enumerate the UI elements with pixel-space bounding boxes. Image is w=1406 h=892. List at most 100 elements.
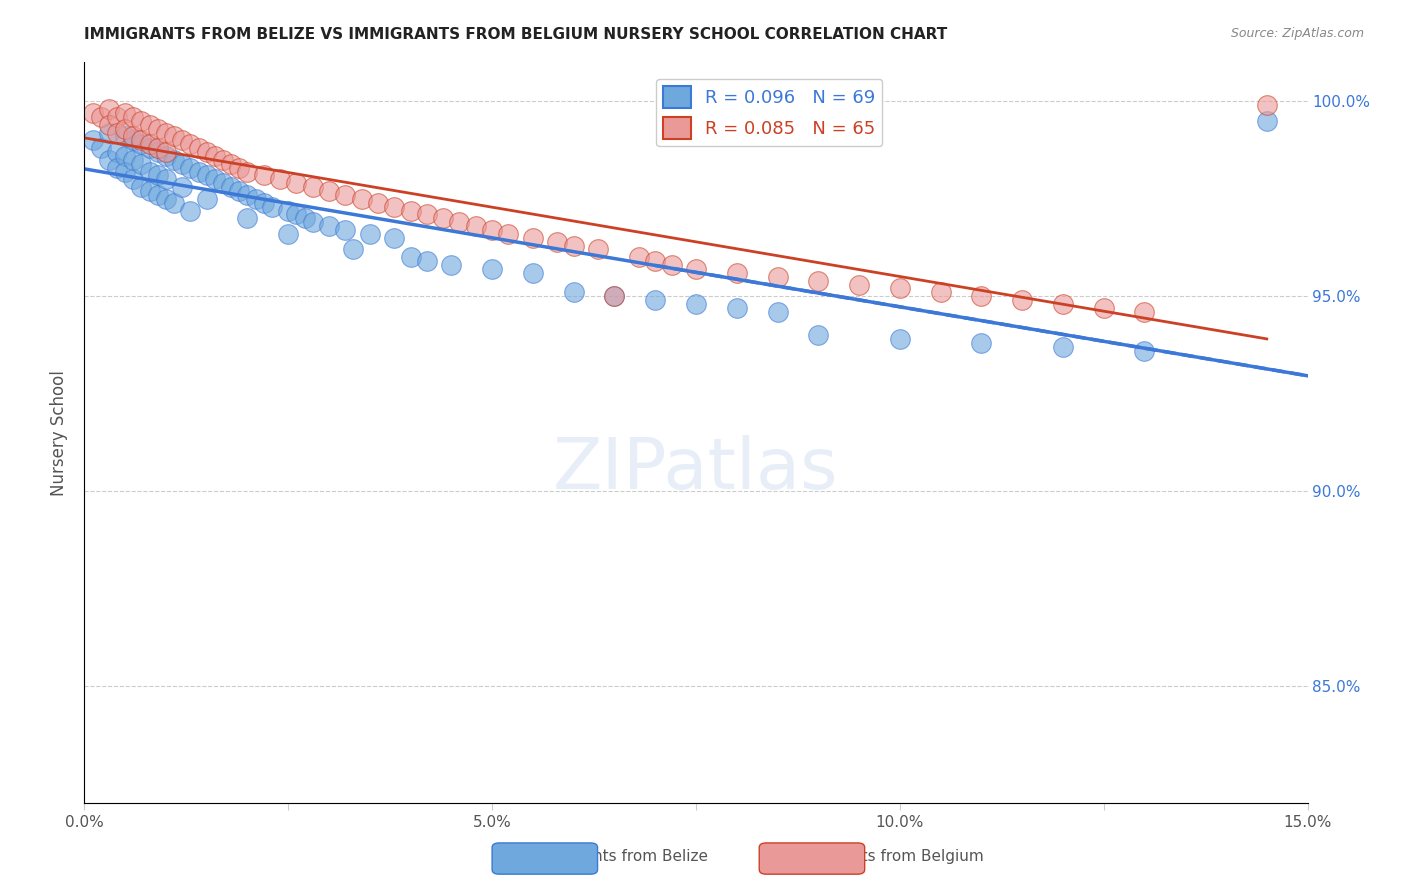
Point [1052,340,1074,354]
Text: IMMIGRANTS FROM BELIZE VS IMMIGRANTS FROM BELGIUM NURSERY SCHOOL CORRELATION CHA: IMMIGRANTS FROM BELIZE VS IMMIGRANTS FRO… [84,27,948,42]
Point [172,157,194,171]
Point [163,153,186,167]
Point [114,164,136,178]
Point [146,169,169,183]
Point [131,114,153,128]
Point [138,164,160,178]
Point [179,203,201,218]
Point [105,161,128,175]
Point [97,153,120,167]
Point [562,285,585,300]
Point [179,161,201,175]
Point [122,172,145,186]
Point [807,328,830,343]
Point [318,184,340,198]
Point [685,262,707,277]
Point [122,133,145,147]
Text: Immigrants from Belize: Immigrants from Belize [529,849,709,863]
Point [212,176,235,190]
Point [432,211,454,226]
Point [138,184,160,198]
Point [382,231,405,245]
Point [155,192,177,206]
Point [301,215,323,229]
Point [228,184,250,198]
Point [187,164,209,178]
Point [1133,305,1156,319]
Point [627,250,650,264]
Point [416,207,439,221]
Point [644,293,666,307]
Point [146,145,169,159]
Point [889,332,911,346]
Point [138,137,160,152]
Point [807,274,830,288]
Point [766,269,789,284]
Point [661,258,683,272]
Point [228,161,250,175]
Point [1011,293,1033,307]
Point [359,227,381,241]
Point [399,203,422,218]
Point [253,169,276,183]
Point [277,227,299,241]
Point [522,266,544,280]
Point [97,102,120,116]
Point [204,172,226,186]
Point [236,164,259,178]
Point [131,180,153,194]
Point [1092,301,1115,315]
Point [114,106,136,120]
Point [172,133,194,147]
Point [546,235,568,249]
Point [114,149,136,163]
Text: ZIPatlas: ZIPatlas [553,435,839,504]
Point [114,121,136,136]
Point [146,121,169,136]
Point [245,192,267,206]
Point [342,243,364,257]
Point [155,145,177,159]
Point [889,281,911,295]
Point [929,285,952,300]
Point [766,305,789,319]
Point [970,289,993,303]
Point [382,200,405,214]
Point [146,141,169,155]
Point [685,297,707,311]
Point [195,169,218,183]
Point [253,195,276,210]
Point [219,180,242,194]
Point [335,188,357,202]
Point [1133,343,1156,358]
Text: Immigrants from Belgium: Immigrants from Belgium [787,849,984,863]
Point [335,223,357,237]
Point [219,157,242,171]
Point [277,203,299,218]
Point [603,289,626,303]
Point [318,219,340,233]
Point [725,266,748,280]
Point [131,157,153,171]
Point [122,110,145,124]
Point [122,129,145,144]
Point [146,188,169,202]
Point [163,195,186,210]
Point [848,277,870,292]
Point [644,254,666,268]
Point [285,176,308,190]
Point [367,195,389,210]
Point [97,126,120,140]
Point [522,231,544,245]
Point [449,215,471,229]
Text: Source: ZipAtlas.com: Source: ZipAtlas.com [1230,27,1364,40]
Point [155,149,177,163]
Point [301,180,323,194]
Point [481,262,503,277]
Point [138,141,160,155]
Point [122,153,145,167]
Point [105,145,128,159]
Point [236,211,259,226]
Point [481,223,503,237]
Point [90,141,112,155]
